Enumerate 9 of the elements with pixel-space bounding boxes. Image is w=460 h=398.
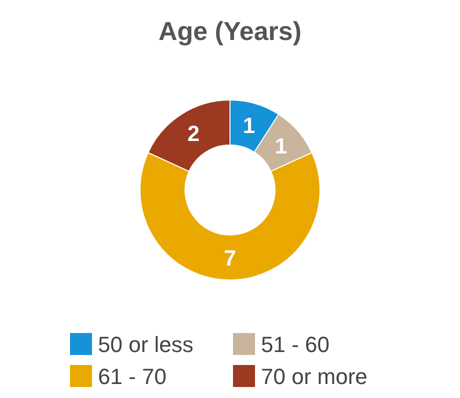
legend-label: 61 - 70 (98, 364, 166, 389)
legend-label: 51 - 60 (261, 332, 330, 357)
legend-label: 70 or more (261, 364, 368, 389)
data-label: 1 (242, 113, 256, 138)
data-label: 7 (224, 245, 236, 270)
data-label: 1 (274, 134, 288, 159)
legend-label: 50 or less (98, 332, 194, 357)
chart-title: Age (Years) (158, 16, 302, 46)
data-label: 2 (187, 121, 200, 146)
